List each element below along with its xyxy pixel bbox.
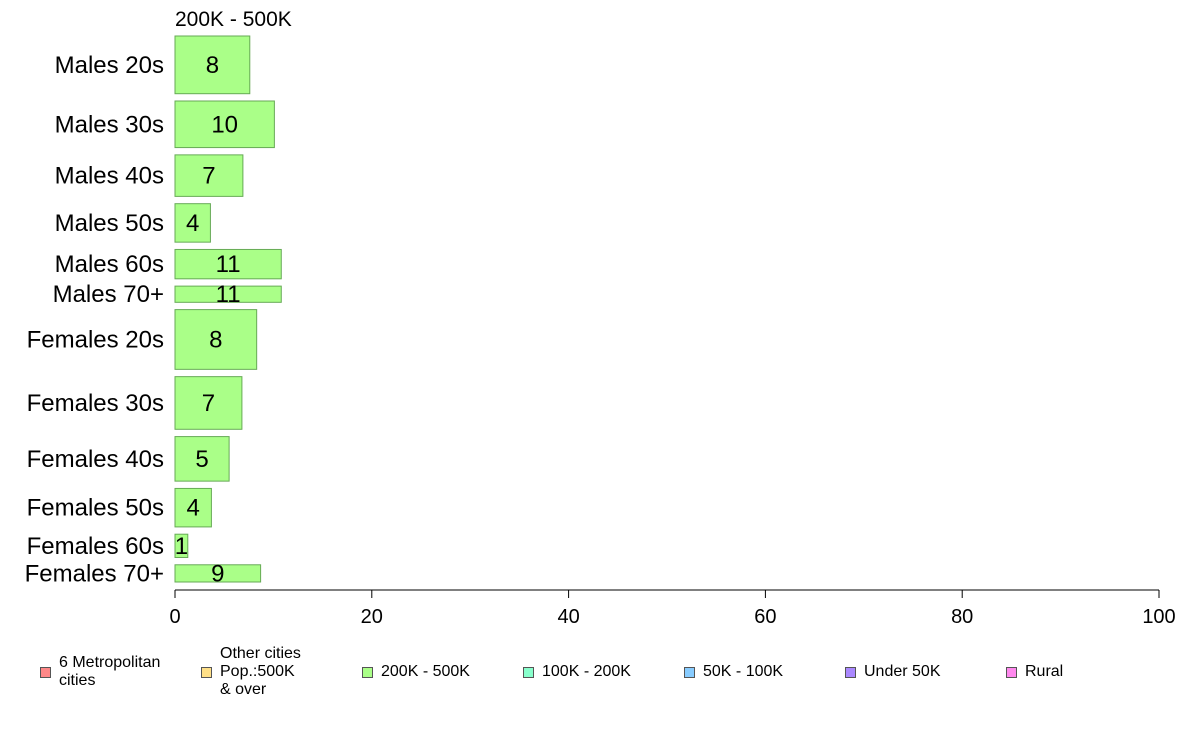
legend-item: 6 Metropolitan cities xyxy=(40,654,160,690)
category-label: Females 70+ xyxy=(25,560,164,587)
legend-item: Under 50K xyxy=(845,663,941,681)
legend-item: 50K - 100K xyxy=(684,663,783,681)
bar xyxy=(174,100,275,149)
x-tick-label: 80 xyxy=(951,606,973,628)
bar xyxy=(174,35,251,95)
category-label: Females 50s xyxy=(27,495,164,522)
legend-item: Other cities Pop.:500K & over xyxy=(201,645,301,699)
data-label: 10 xyxy=(211,111,238,138)
data-label: 4 xyxy=(186,210,199,237)
category-label: Males 70+ xyxy=(53,281,164,308)
category-label: Males 50s xyxy=(55,210,164,237)
category-label: Males 40s xyxy=(55,163,164,190)
legend-swatch xyxy=(40,666,51,678)
data-label: 8 xyxy=(209,326,222,353)
data-label: 5 xyxy=(195,446,208,473)
category-label: Males 20s xyxy=(55,52,164,79)
legend-item: 200K - 500K xyxy=(362,663,470,681)
data-label: 7 xyxy=(202,163,215,190)
x-tick-label: 60 xyxy=(754,606,776,628)
category-label: Males 60s xyxy=(55,251,164,278)
data-label: 11 xyxy=(216,251,241,278)
bar xyxy=(174,285,282,303)
bar xyxy=(174,203,211,243)
data-label: 11 xyxy=(216,281,241,308)
legend-label: 100K - 200K xyxy=(542,663,631,680)
x-tick-label: 0 xyxy=(169,606,180,628)
legend-label: Under 50K xyxy=(864,663,941,680)
data-label: 1 xyxy=(175,533,188,560)
data-label: 8 xyxy=(206,52,219,79)
legend-label: Rural xyxy=(1025,663,1064,680)
bar xyxy=(174,154,244,197)
category-label: Females 60s xyxy=(27,533,164,560)
x-tick-label: 100 xyxy=(1142,606,1175,628)
x-tick-label: 40 xyxy=(557,606,579,628)
legend-swatch xyxy=(362,666,373,678)
legend-label: 200K - 500K xyxy=(381,663,470,680)
bar xyxy=(174,564,262,583)
bar xyxy=(174,376,243,430)
legend-label: 50K - 100K xyxy=(703,663,784,680)
legend-swatch xyxy=(523,666,534,678)
category-label: Males 30s xyxy=(55,111,164,138)
category-label: Females 30s xyxy=(27,390,164,417)
category-label: Females 20s xyxy=(27,326,164,353)
x-tick-label: 20 xyxy=(361,606,383,628)
bar xyxy=(174,436,230,482)
bar xyxy=(174,309,258,370)
legend: 6 Metropolitan cities Other cities Pop.:5… xyxy=(0,636,1188,716)
category-label: Females 40s xyxy=(27,446,164,473)
legend-item: Rural xyxy=(1006,663,1063,681)
data-label: 7 xyxy=(202,390,215,417)
legend-swatch xyxy=(1006,666,1017,678)
bar xyxy=(174,248,282,280)
data-label: 9 xyxy=(211,560,224,587)
legend-swatch xyxy=(845,666,856,678)
legend-item: 100K - 200K xyxy=(523,663,631,681)
legend-swatch xyxy=(684,666,695,678)
data-label: 4 xyxy=(187,495,200,522)
legend-label: Other cities Pop.:500K & over xyxy=(220,645,301,698)
chart-title: 200K - 500K xyxy=(175,8,292,31)
legend-label: 6 Metropolitan cities xyxy=(59,654,161,689)
bar xyxy=(174,487,212,528)
bar xyxy=(174,533,189,558)
legend-swatch xyxy=(201,666,212,678)
